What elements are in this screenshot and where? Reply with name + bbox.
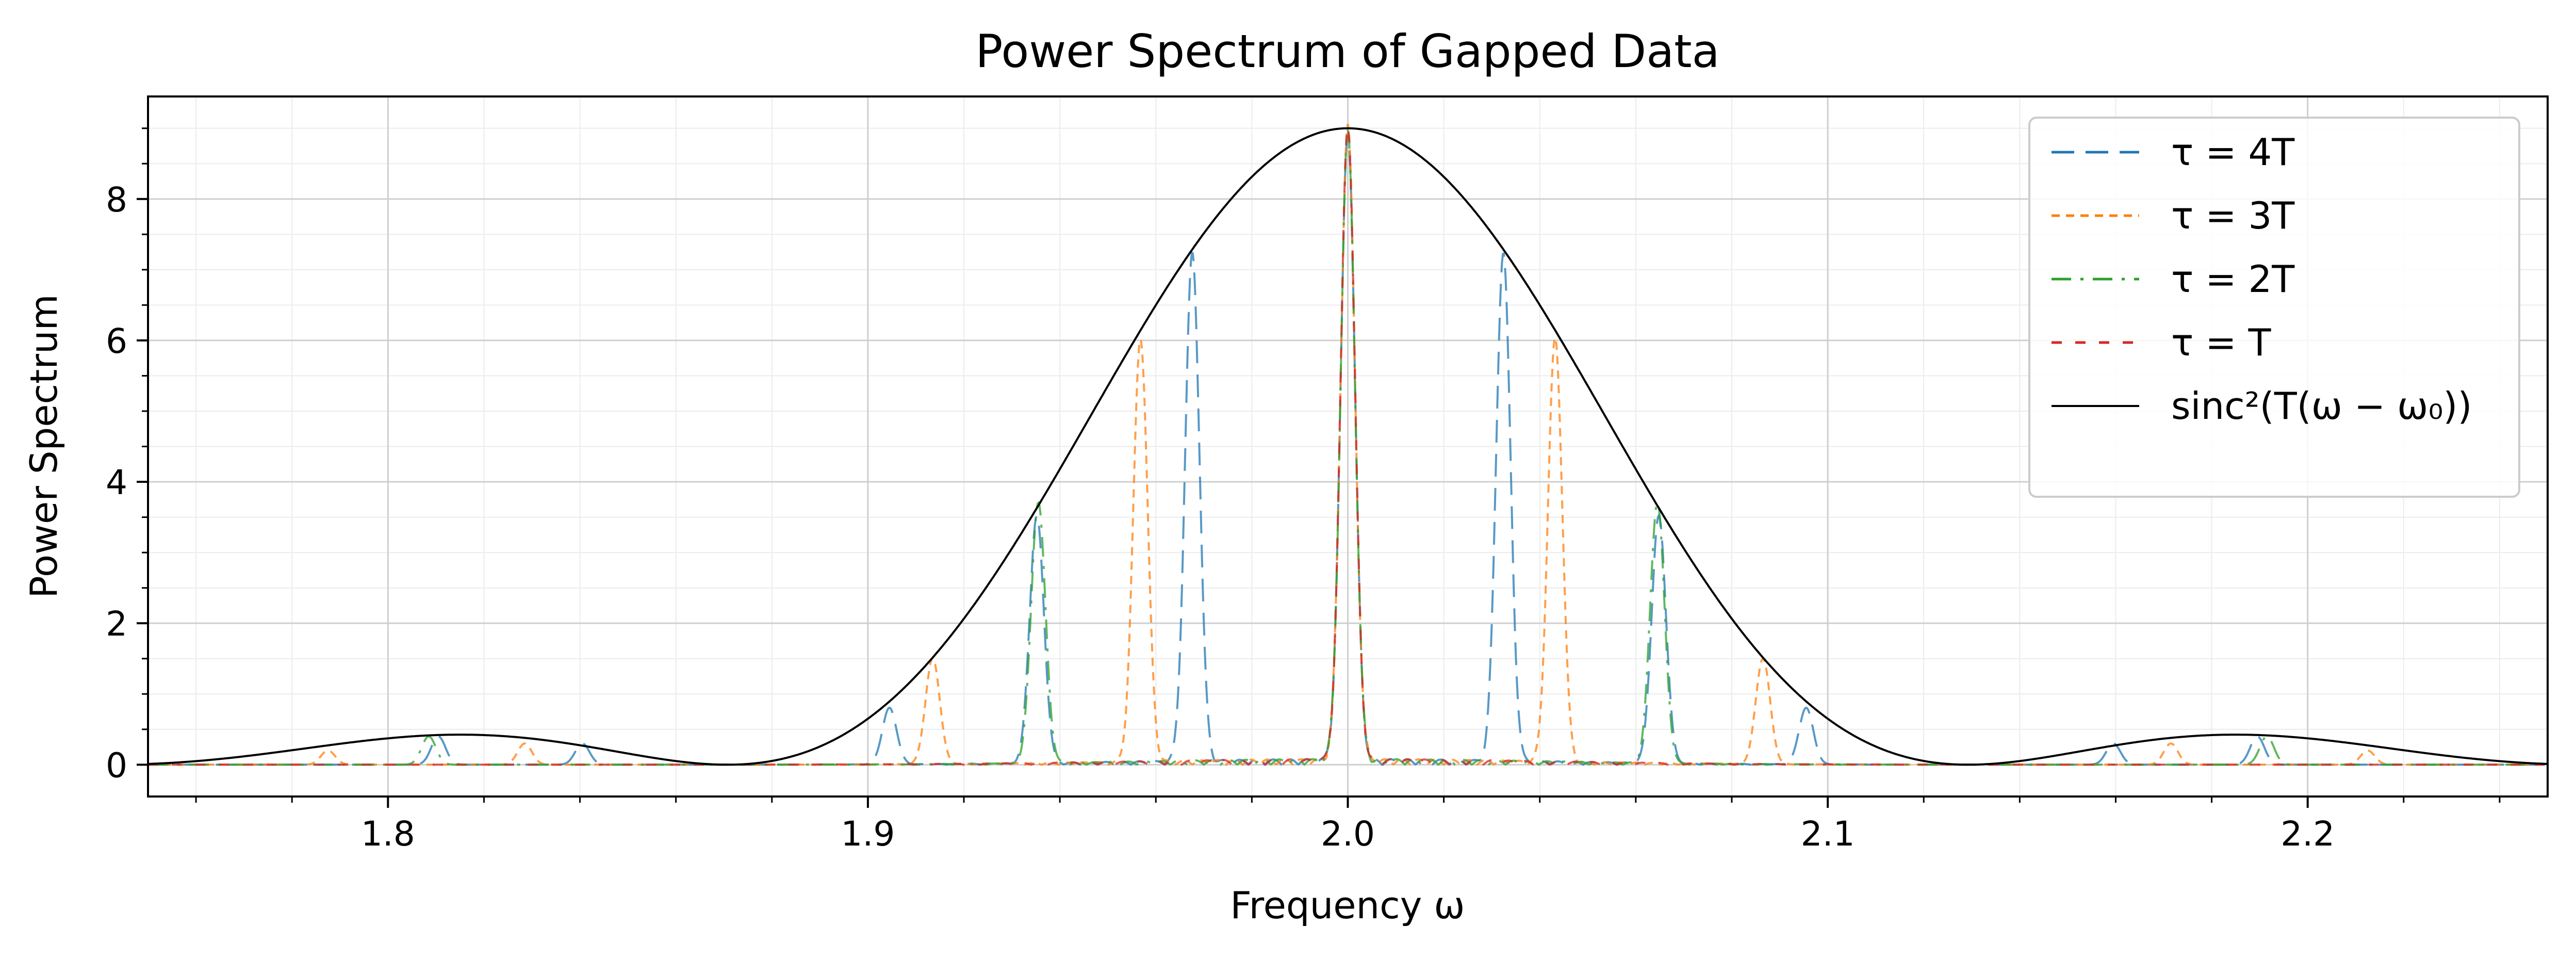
legend-box bbox=[2028, 117, 2520, 498]
x-tick-label: 1.8 bbox=[361, 814, 415, 854]
x-axis-label: Frequency ω bbox=[1230, 884, 1465, 927]
x-tick-label: 2.0 bbox=[1321, 814, 1375, 854]
series-line-2 bbox=[148, 129, 2548, 767]
series-line-1 bbox=[148, 123, 2548, 766]
y-tick-label: 8 bbox=[106, 180, 127, 220]
x-tick-label: 2.1 bbox=[1801, 814, 1855, 854]
y-tick-label: 0 bbox=[106, 745, 127, 785]
x-tick-label: 1.9 bbox=[841, 814, 895, 854]
legend-label: τ = 2T bbox=[2171, 257, 2295, 301]
tick-labels: 1.8 1.9 2.0 2.1 2.2 0 2 4 6 8 bbox=[106, 180, 2335, 854]
legend: τ = 4T τ = 3T τ = 2T τ = T sinc²(T(ω − ω₀)) bbox=[2028, 117, 2520, 498]
series-line-4 bbox=[148, 127, 2548, 766]
x-tick-label: 2.2 bbox=[2280, 814, 2335, 854]
y-tick-label: 4 bbox=[106, 463, 127, 502]
legend-label: τ = 3T bbox=[2171, 194, 2295, 237]
y-axis-label: Power Spectrum bbox=[22, 294, 65, 598]
legend-items: τ = 4T τ = 3T τ = 2T τ = T sinc²(T(ω − ω₀)) bbox=[2052, 131, 2472, 428]
y-tick-label: 2 bbox=[106, 604, 127, 644]
axis-ticks bbox=[137, 127, 2501, 808]
legend-label: sinc²(T(ω − ω₀)) bbox=[2171, 384, 2472, 428]
y-tick-label: 6 bbox=[106, 321, 127, 361]
legend-label: τ = T bbox=[2171, 321, 2271, 364]
legend-label: τ = 4T bbox=[2171, 131, 2295, 174]
plot-curves bbox=[148, 123, 2548, 767]
chart-title: Power Spectrum of Gapped Data bbox=[975, 25, 1719, 78]
